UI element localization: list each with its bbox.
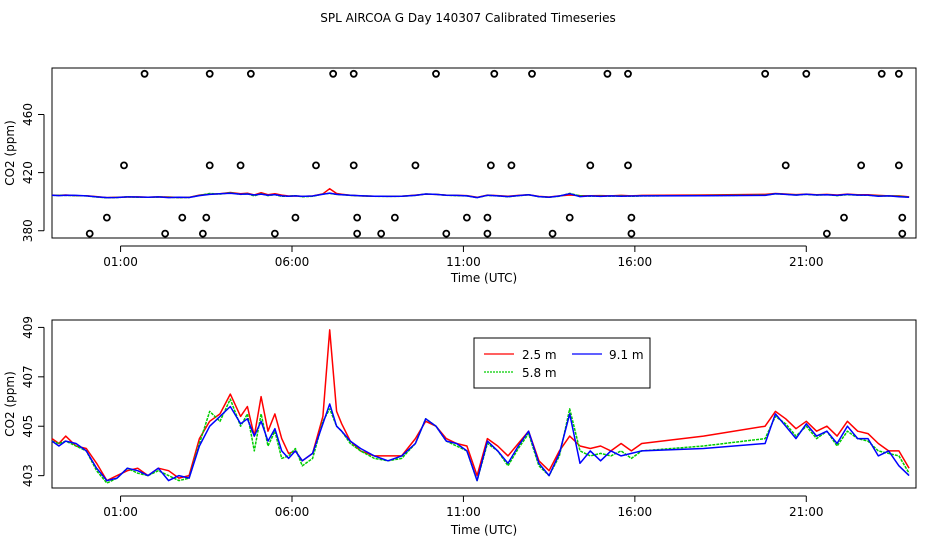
calibration-marker (353, 229, 362, 238)
calibration-marker (432, 69, 440, 78)
series-line-9-1-m (51, 192, 910, 199)
calibration-marker (462, 213, 471, 222)
calibration-marker (548, 229, 557, 238)
calibration-marker (205, 69, 214, 78)
calibration-marker (802, 69, 811, 78)
panel-top: 01:00 06:00 11:00 16:00 21:00 380 420 460 Time… (3, 67, 917, 285)
panel-bottom: 01:00 06:00 11:00 16:00 21:00 403 405 407 409 T… (3, 316, 917, 537)
calibration-marker (565, 213, 574, 222)
calibration-marker (857, 161, 866, 170)
x-tick-label: 16:00 (618, 505, 653, 519)
x-axis-bottom: 01:00 06:00 11:00 16:00 21:00 (103, 495, 824, 519)
calibration-marker (349, 161, 358, 170)
calibration-marker (490, 69, 499, 78)
calibration-marker (822, 229, 831, 238)
legend-label-5-8m: 5.8 m (522, 366, 557, 380)
x-tick-label: 06:00 (275, 505, 310, 519)
calibration-marker (840, 213, 848, 222)
calibration-marker (894, 69, 903, 78)
x-axis-top: 01:00 06:00 11:00 16:00 21:00 (103, 245, 824, 269)
y-tick-label: 409 (21, 316, 35, 339)
calibration-marker (178, 213, 187, 222)
calibration-marker (205, 161, 214, 170)
x-tick-label: 11:00 (446, 505, 481, 519)
calibration-marker (483, 213, 492, 222)
calibration-marker (246, 69, 255, 78)
x-tick-label: 01:00 (103, 505, 138, 519)
calibration-marker (198, 229, 207, 238)
y-axis-bottom: 403 405 407 409 (21, 316, 45, 487)
y-axis-label-top: CO2 (ppm) (3, 120, 17, 186)
calibration-marker (161, 229, 170, 238)
calibration-marker (877, 69, 886, 78)
y-tick-label: 407 (21, 365, 35, 388)
calibration-marker (202, 213, 211, 222)
calibration-marker (102, 213, 111, 222)
x-tick-label: 16:00 (618, 255, 653, 269)
calibration-marker (627, 229, 636, 238)
legend: 2.5 m 5.8 m 9.1 m (473, 337, 651, 389)
calibration-marker (85, 229, 94, 238)
legend-box (473, 337, 651, 389)
calibration-marker (329, 69, 338, 78)
y-tick-label: 460 (21, 103, 35, 126)
calibration-marker (312, 161, 320, 170)
y-tick-label: 403 (21, 464, 35, 487)
calibration-marker (761, 69, 770, 78)
x-tick-label: 21:00 (789, 255, 824, 269)
calibration-marker (486, 161, 495, 170)
calibration-marker (483, 229, 492, 238)
calibration-marker (270, 229, 279, 238)
legend-label-9-1m: 9.1 m (609, 348, 644, 362)
x-tick-label: 11:00 (446, 255, 481, 269)
plot-frame-bottom (51, 319, 917, 489)
calibration-marker (894, 161, 903, 170)
calibration-marker (624, 161, 632, 170)
calibration-marker (442, 229, 451, 238)
x-tick-label: 01:00 (103, 255, 138, 269)
x-axis-label-top: Time (UTC) (450, 271, 517, 285)
calibration-marker (353, 213, 362, 222)
legend-label-2-5m: 2.5 m (522, 348, 557, 362)
y-tick-label: 380 (21, 219, 35, 242)
calibration-marker (603, 69, 612, 78)
plot-frame-top (51, 67, 917, 239)
calibration-marker (898, 213, 907, 222)
y-axis-label-bottom: CO2 (ppm) (3, 371, 17, 437)
calibration-marker (586, 161, 595, 170)
calibration-marker (140, 69, 149, 78)
series-lines-bottom (51, 329, 910, 484)
series-lines-top (51, 187, 910, 199)
calibration-marker (120, 161, 128, 170)
calibration-marker (390, 213, 399, 222)
calibration-marker (898, 229, 907, 238)
calibration-marker (349, 69, 358, 78)
y-tick-label: 420 (21, 161, 35, 184)
series-line-5-8-m (51, 398, 910, 484)
x-axis-label-bottom: Time (UTC) (450, 523, 517, 537)
series-line-9-1-m (51, 403, 910, 482)
calibration-marker (411, 161, 420, 170)
calibration-marker (624, 69, 632, 78)
calibration-marker (291, 213, 300, 222)
figure-title: SPL AIRCOA G Day 140307 Calibrated Times… (320, 11, 615, 25)
calibration-marker (236, 161, 245, 170)
y-axis-top: 380 420 460 (21, 103, 45, 242)
calibration-marker (528, 69, 536, 78)
calibration-marker (627, 213, 636, 222)
y-tick-label: 405 (21, 415, 35, 438)
calibration-marker (781, 161, 790, 170)
markers-top (85, 69, 907, 238)
calibration-marker (377, 229, 386, 238)
x-tick-label: 06:00 (275, 255, 310, 269)
x-tick-label: 21:00 (789, 505, 824, 519)
calibration-marker (507, 161, 516, 170)
